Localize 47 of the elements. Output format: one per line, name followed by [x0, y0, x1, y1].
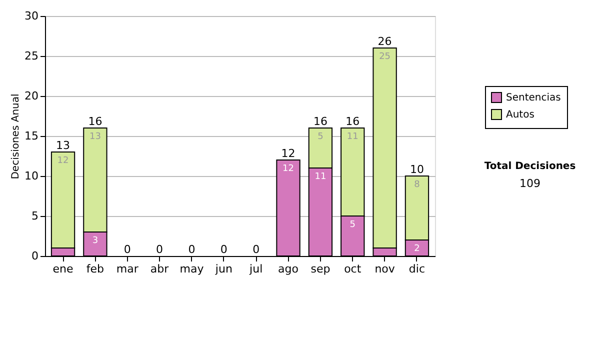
text: Total Decisiones [484, 161, 576, 172]
y-tick-label: 30 [24, 10, 38, 22]
total-label: 16 [346, 115, 360, 128]
x-tick-label: nov [374, 262, 396, 276]
data-label: 12 [282, 164, 294, 174]
y-axis-title: Decisiones Anual [10, 94, 22, 180]
data-label: 8 [414, 180, 420, 190]
total-label: 0 [124, 243, 131, 256]
data-label: 11 [346, 132, 358, 142]
data-label: 3 [92, 236, 98, 246]
data-label: 12 [57, 156, 69, 166]
data-label: 5 [318, 132, 324, 142]
y-tick-label: 15 [24, 130, 38, 142]
y-tick-label: 25 [24, 50, 38, 62]
x-tick-label: jun [214, 262, 232, 276]
data-label: 5 [350, 220, 356, 230]
x-tick-label: ago [278, 262, 299, 276]
total-label: 13 [56, 139, 70, 152]
y-tick-label: 0 [32, 250, 38, 262]
total-label: 0 [156, 243, 164, 256]
data-label: 2 [414, 244, 420, 254]
total-label: 16 [88, 115, 102, 128]
total-label: 26 [378, 35, 392, 48]
legend-label: Autos [506, 110, 534, 120]
y-tick-label: 5 [32, 210, 38, 222]
x-tick-label: abr [150, 262, 170, 276]
data-label: 11 [314, 172, 326, 182]
total-label: 12 [281, 147, 296, 160]
total-label: 0 [188, 243, 196, 256]
total-label: 0 [220, 243, 228, 256]
x-tick-label: feb [86, 262, 104, 276]
y-tick-label: 20 [24, 90, 38, 102]
legend-label: Sentencias [506, 92, 561, 104]
x-tick-label: dic [408, 262, 426, 276]
x-tick-label: may [180, 262, 204, 276]
total-label: 0 [252, 243, 260, 256]
y-tick-label: 10 [24, 170, 38, 182]
x-tick-label: jul [248, 262, 263, 276]
total-label: 16 [313, 115, 328, 128]
total-label: 10 [410, 163, 424, 176]
x-tick-label: oct [344, 262, 362, 276]
x-tick-label: ene [52, 262, 74, 276]
data-label: 13 [89, 132, 101, 142]
x-tick-label: mar [116, 262, 139, 276]
data-label: 25 [379, 52, 391, 62]
x-tick-label: sep [310, 262, 330, 276]
text: 109 [520, 177, 540, 190]
